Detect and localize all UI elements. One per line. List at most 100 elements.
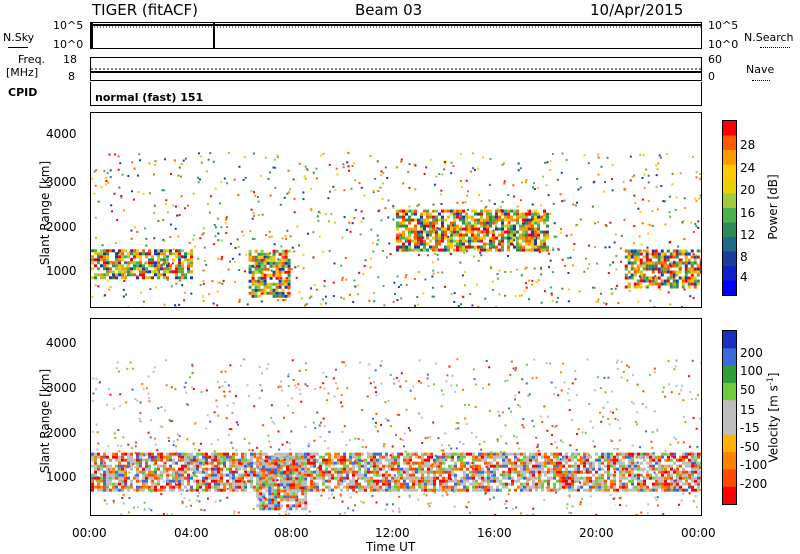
velocity-cell bbox=[520, 458, 523, 462]
velocity-cell bbox=[394, 467, 397, 471]
power-scatter bbox=[211, 280, 214, 283]
velocity-scatter bbox=[531, 419, 534, 422]
velocity-cell bbox=[250, 458, 253, 462]
velocity-scatter bbox=[132, 462, 135, 465]
velocity-scatter bbox=[429, 436, 432, 439]
power-cell bbox=[269, 282, 273, 286]
velocity-cell bbox=[268, 465, 272, 469]
velocity-cell bbox=[244, 455, 247, 459]
power-cell bbox=[465, 212, 468, 216]
power-heatmap bbox=[91, 151, 701, 307]
power-scatter bbox=[473, 255, 476, 258]
velocity-cell bbox=[511, 464, 514, 468]
power-cell bbox=[100, 249, 103, 253]
power-scatter bbox=[673, 260, 676, 263]
power-cell bbox=[531, 236, 534, 240]
power-scatter bbox=[557, 248, 560, 251]
velocity-cell bbox=[166, 467, 169, 471]
power-cell bbox=[281, 255, 285, 259]
power-scatter bbox=[645, 168, 648, 171]
power-cell bbox=[513, 209, 516, 213]
power-colorbar-segment bbox=[723, 164, 736, 180]
velocity-cell bbox=[676, 488, 679, 492]
velocity-scatter bbox=[267, 363, 270, 366]
velocity-cell bbox=[562, 482, 565, 486]
velocity-cell bbox=[262, 468, 266, 472]
velocity-cell bbox=[421, 452, 424, 456]
power-scatter bbox=[359, 233, 362, 236]
velocity-cell bbox=[349, 485, 352, 489]
power-cell bbox=[124, 261, 127, 265]
velocity-cell bbox=[94, 455, 97, 459]
power-cell bbox=[151, 261, 154, 265]
velocity-cell bbox=[286, 507, 290, 511]
velocity-cell bbox=[172, 470, 175, 474]
power-cell bbox=[495, 212, 498, 216]
power-cell bbox=[675, 273, 679, 277]
power-cell bbox=[699, 270, 701, 274]
power-cell bbox=[248, 258, 252, 262]
velocity-scatter bbox=[166, 480, 169, 483]
velocity-cell bbox=[235, 467, 238, 471]
power-cell bbox=[510, 230, 513, 234]
velocity-cell bbox=[187, 467, 190, 471]
velocity-cell bbox=[481, 479, 484, 483]
power-cell bbox=[639, 285, 643, 289]
velocity-cell bbox=[625, 476, 628, 480]
velocity-cell bbox=[487, 461, 490, 465]
velocity-cell bbox=[661, 455, 664, 459]
power-cell bbox=[462, 209, 465, 213]
power-cell bbox=[672, 255, 676, 259]
velocity-scatter bbox=[360, 500, 363, 503]
power-scatter bbox=[202, 279, 205, 282]
velocity-cell bbox=[109, 476, 112, 480]
power-scatter bbox=[310, 207, 313, 210]
power-cell bbox=[260, 252, 264, 256]
velocity-scatter bbox=[191, 365, 194, 368]
power-scatter bbox=[479, 231, 482, 234]
power-cell bbox=[435, 233, 438, 237]
power-cell bbox=[281, 294, 285, 298]
velocity-cell bbox=[439, 467, 442, 471]
velocity-cell bbox=[295, 489, 299, 493]
velocity-scatter bbox=[258, 366, 261, 369]
power-scatter bbox=[265, 257, 268, 260]
power-cell bbox=[645, 264, 649, 268]
velocity-cell bbox=[577, 488, 580, 492]
power-cell bbox=[447, 215, 450, 219]
velocity-cell bbox=[562, 473, 565, 477]
velocity-cell bbox=[184, 458, 187, 462]
velocity-cell bbox=[682, 473, 685, 477]
velocity-cell bbox=[217, 461, 220, 465]
velocity-scatter bbox=[636, 383, 639, 386]
velocity-cell bbox=[640, 461, 643, 465]
power-cell bbox=[480, 218, 483, 222]
velocity-scatter bbox=[312, 421, 315, 424]
velocity-cell bbox=[289, 492, 293, 496]
power-cell bbox=[278, 291, 282, 295]
velocity-scatter bbox=[554, 386, 557, 389]
power-cell bbox=[166, 264, 169, 268]
velocity-cell bbox=[187, 473, 190, 477]
velocity-cell bbox=[304, 458, 307, 462]
velocity-scatter bbox=[521, 424, 524, 427]
velocity-cell bbox=[214, 488, 217, 492]
velocity-scatter bbox=[92, 392, 95, 395]
power-cell bbox=[642, 264, 646, 268]
power-scatter bbox=[178, 166, 181, 169]
velocity-cell bbox=[118, 461, 121, 465]
velocity-scatter bbox=[288, 442, 291, 445]
velocity-cell bbox=[598, 476, 601, 480]
velocity-cell bbox=[388, 467, 391, 471]
velocity-cell bbox=[406, 455, 409, 459]
velocity-cell bbox=[280, 498, 284, 502]
power-scatter bbox=[282, 299, 285, 302]
velocity-cell bbox=[613, 488, 616, 492]
velocity-cell bbox=[496, 464, 499, 468]
velocity-cell bbox=[277, 489, 281, 493]
power-cell bbox=[516, 248, 519, 252]
velocity-cell bbox=[319, 461, 322, 465]
power-cell bbox=[645, 252, 649, 256]
power-cell bbox=[639, 264, 643, 268]
velocity-cell bbox=[211, 485, 214, 489]
